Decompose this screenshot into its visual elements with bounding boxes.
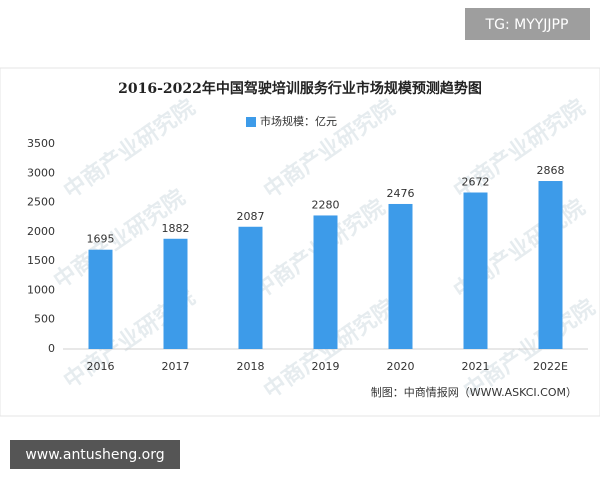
data-label: 2280 — [312, 198, 340, 211]
x-tick-label: 2022E — [533, 360, 568, 373]
x-tick-label: 2019 — [312, 360, 340, 373]
data-label: 1695 — [87, 233, 115, 246]
legend-label: 市场规模：亿元 — [260, 114, 337, 128]
y-tick-label: 500 — [34, 313, 55, 326]
overlay-text: www.antusheng.org — [25, 447, 164, 463]
bar — [88, 249, 113, 349]
x-tick-label: 2017 — [162, 360, 190, 373]
x-tick-label: 2021 — [462, 360, 490, 373]
y-tick-label: 1000 — [27, 283, 55, 296]
chart-frame — [0, 67, 600, 417]
data-label: 2087 — [237, 210, 265, 223]
y-tick-label: 3500 — [27, 137, 55, 150]
bar — [238, 226, 263, 349]
source-note: 制图：中商情报网（WWW.ASKCI.COM） — [371, 385, 577, 399]
y-tick-label: 3000 — [27, 166, 55, 179]
data-label: 2476 — [387, 187, 415, 200]
overlay-text: TG: MYYJJPP — [485, 17, 569, 33]
y-tick-label: 0 — [48, 342, 55, 355]
data-label: 2672 — [462, 175, 490, 188]
x-tick-label: 2016 — [87, 360, 115, 373]
chart-title: 2016-2022年中国驾驶培训服务行业市场规模预测趋势图 — [118, 80, 482, 97]
y-tick-label: 1500 — [27, 254, 55, 267]
bar — [313, 215, 338, 349]
data-label: 1882 — [162, 222, 190, 235]
overlay-box — [465, 8, 590, 40]
x-tick-label: 2018 — [237, 360, 265, 373]
bar — [163, 238, 188, 349]
bar — [388, 203, 413, 349]
y-tick-label: 2500 — [27, 196, 55, 209]
y-tick-label: 2000 — [27, 225, 55, 238]
x-tick-label: 2020 — [387, 360, 415, 373]
legend-swatch — [246, 117, 256, 127]
bar — [463, 192, 488, 349]
overlay-box — [10, 440, 180, 469]
data-label: 2868 — [537, 164, 565, 177]
bar — [538, 181, 563, 349]
